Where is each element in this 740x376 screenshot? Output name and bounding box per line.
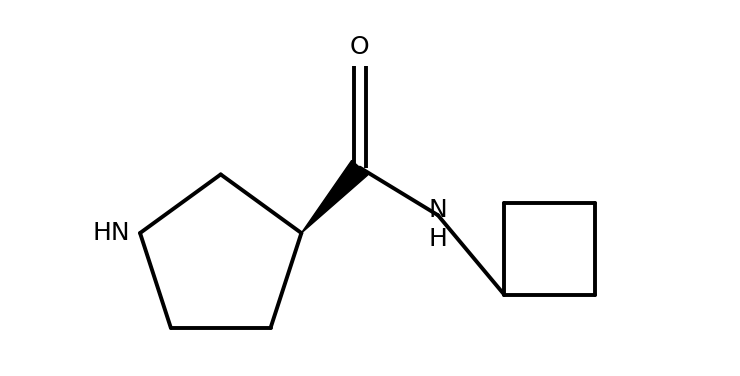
Text: O: O	[350, 35, 370, 59]
Text: H: H	[428, 227, 447, 251]
Text: HN: HN	[92, 221, 130, 245]
Text: N: N	[428, 198, 447, 222]
Polygon shape	[301, 161, 368, 233]
